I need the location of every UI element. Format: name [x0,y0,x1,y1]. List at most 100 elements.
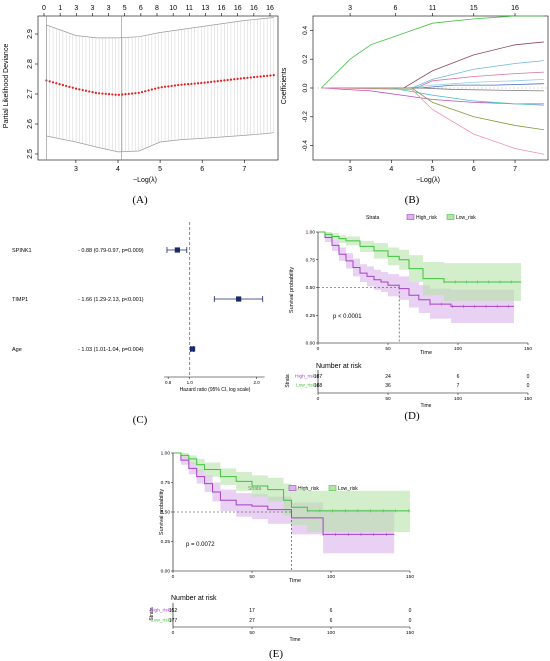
c-hr-point [174,247,180,253]
b-top-tick-label: 16 [511,5,519,12]
a-x-tick-label: 7 [242,166,246,173]
d-legend-title: Strata [366,215,380,221]
d-risk-x-tick-label: 50 [385,396,391,402]
b-y-tick-label: 0.0 [302,83,309,92]
c-row-estimate: - 0.88 (0.79-0.97, p=0.009) [78,248,144,254]
e-risk-ylabel: Strata [149,607,155,621]
e-y-tick-label: 0.75 [161,480,171,486]
a-top-tick-label: 5 [123,5,127,12]
d-ci-band-low-risk [318,232,521,301]
a-cv-point [48,80,51,83]
a-top-tick-label: 3 [90,5,94,12]
a-cv-point [196,82,200,85]
b-y-tick-label: 0.4 [302,26,309,35]
panel-label-c: (C) [133,414,148,426]
a-cv-point [193,82,196,85]
b-x-tick-label: 7 [513,166,517,173]
a-top-tick-label: 8 [155,5,159,12]
a-top-tick-label: 1 [58,5,62,12]
e-x-tick-label: 0 [172,574,175,580]
e-legend-high: High_risk [298,486,319,492]
a-cv-point [78,88,81,91]
e-ci-band-low-risk [173,453,410,533]
c-row-estimate: - 1.03 (1.01-1.04, p=0.004) [78,347,144,353]
a-cv-point [88,90,91,93]
d-risk-count: 7 [457,383,460,389]
b-coef-path-10 [321,87,544,131]
a-top-tick-label: 3 [107,5,111,12]
a-cv-point [81,88,84,92]
a-cv-point [51,81,55,84]
d-curve-low-risk [318,231,521,283]
e-risk-count: 0 [409,618,412,624]
a-cv-point [107,93,111,96]
d-risk-row-label: Low_risk [296,383,316,389]
e-risk-count: 6 [330,618,333,624]
a-cv-point [71,86,74,89]
panel-label-e: (E) [269,648,283,660]
e-x-tick-label: 50 [249,574,255,580]
c-xlabel: Hazard ratio (95% CI, log scale) [180,387,251,393]
d-legend-high: High_risk [416,215,437,221]
d-risk-x-tick-label: 100 [454,396,462,402]
e-risk-title: Number at risk [171,595,217,602]
a-cv-point [104,92,107,95]
a-cv-point [130,92,134,95]
d-x-tick-label: 50 [385,346,391,352]
e-ylabel: Survival probability [159,489,165,535]
b-top-tick-label: 3 [348,5,352,12]
a-cv-point [272,74,275,77]
b-xlabel: −Log(λ) [416,177,440,184]
d-risk-x-tick-label: 150 [524,396,532,402]
a-cv-point [94,91,97,94]
e-risk-count: 0 [409,608,412,614]
d-risk-title: Number at risk [316,363,362,370]
a-x-tick-label: 5 [158,166,162,173]
a-cv-point [180,83,183,86]
a-cv-point [177,83,180,87]
d-y-tick-label: 0.50 [306,285,316,291]
b-x-tick-label: 6 [472,166,476,173]
a-cv-point [216,80,219,83]
a-cv-point [137,91,140,94]
e-risk-x-tick-label: 50 [249,630,255,636]
a-cv-point [233,78,236,81]
e-curve-low-risk [173,452,410,512]
d-legend-swatch-high [406,214,415,220]
a-cv-point [157,86,160,89]
a-cv-point [210,80,213,83]
d-y-tick-label: 1.00 [306,230,316,236]
a-cv-point [249,76,252,79]
a-cv-point [262,75,266,78]
b-x-tick-label: 3 [348,166,352,173]
a-cv-point [190,82,193,85]
d-risk-count: 0 [527,383,530,389]
d-risk-count: 0 [527,374,530,380]
c-hr-point [236,296,242,302]
a-lower-bound [46,132,274,153]
b-coef-path-4 [321,71,544,89]
b-ylabel: Coefficients [281,67,288,104]
e-risk-x-tick-label: 100 [327,630,335,636]
a-cv-point [84,89,88,92]
e-legend-swatch-low [328,485,337,491]
a-top-tick-label: 16 [218,5,226,12]
b-coef-path-11 [321,87,544,155]
a-cv-point [213,80,216,83]
d-risk-ylabel: Strata [285,374,291,388]
a-cv-point [167,85,170,88]
a-cv-point [229,78,233,81]
a-cv-point [243,77,246,80]
d-ylabel: Survival probability [289,267,295,313]
d-risk-row-label: High_risk [295,374,316,380]
a-cv-point [91,91,94,94]
e-y-tick-label: 0.00 [161,569,171,575]
a-cv-point [124,93,127,96]
b-top-tick-label: 6 [394,5,398,12]
e-legend-swatch-high [288,485,297,491]
e-xlabel: Time [289,578,301,584]
e-risk-count: 27 [249,618,255,624]
a-y-tick-label: 2.7 [27,89,34,99]
a-cv-point [58,83,61,86]
